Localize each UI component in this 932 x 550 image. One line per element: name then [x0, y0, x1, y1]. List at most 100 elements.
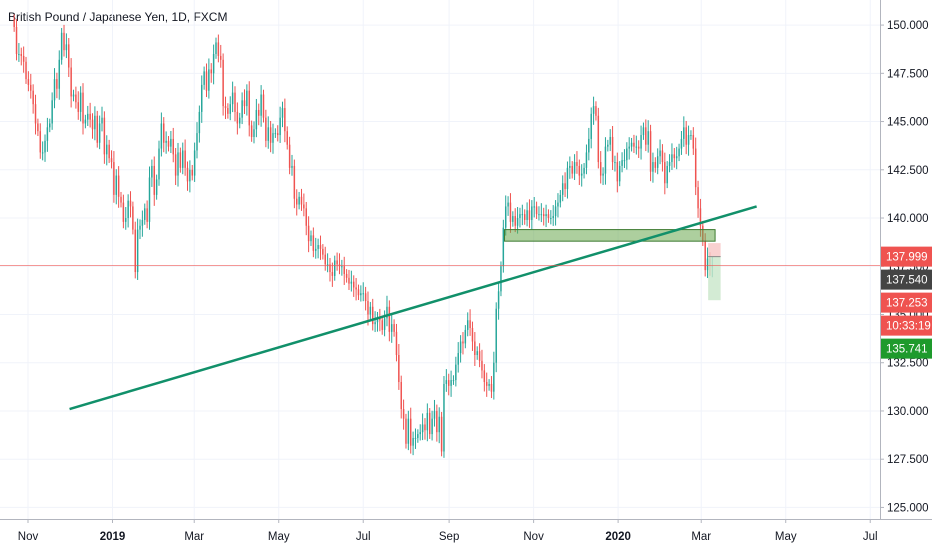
candle-body: [509, 202, 512, 222]
candle-body: [212, 54, 215, 74]
candle: [32, 84, 34, 114]
candle-body: [469, 320, 471, 328]
candle: [44, 134, 46, 162]
candle: [243, 89, 246, 115]
candle-body: [635, 146, 638, 148]
candle: [595, 101, 597, 121]
candle-body: [260, 94, 262, 116]
candle: [573, 154, 576, 181]
candle-body: [483, 370, 486, 383]
candle: [258, 103, 260, 126]
candle-body: [215, 42, 217, 55]
candle-body: [540, 214, 543, 216]
support-zone[interactable]: [504, 229, 716, 242]
candle: [87, 105, 89, 126]
candle: [450, 370, 452, 397]
candle: [108, 139, 110, 164]
candle: [265, 109, 267, 148]
price-tag-label: 137.540: [886, 275, 928, 287]
candle-body: [272, 133, 274, 143]
candle: [101, 106, 103, 132]
candle-body: [580, 173, 583, 176]
candle: [253, 121, 255, 144]
candle-body: [333, 260, 336, 276]
candle: [485, 372, 488, 397]
x-tick-label: May: [775, 531, 797, 543]
candle: [186, 161, 189, 191]
candle-body: [37, 123, 39, 132]
candle: [649, 124, 652, 182]
candle: [635, 135, 638, 155]
candle-body: [395, 331, 398, 356]
candle-body: [664, 162, 666, 184]
candle: [402, 399, 405, 430]
candle: [331, 262, 334, 287]
candle: [580, 164, 583, 187]
candle: [443, 376, 445, 458]
grid-lines: [0, 0, 880, 519]
candle: [236, 102, 239, 135]
candle-body: [642, 127, 645, 136]
candle-body: [464, 329, 467, 344]
candle: [476, 346, 478, 360]
x-tick-label: May: [268, 531, 290, 543]
candle: [113, 151, 115, 203]
candle-body: [32, 90, 34, 105]
candle: [151, 159, 153, 187]
candle: [125, 207, 127, 230]
candle: [13, 14, 15, 32]
candles: [13, 14, 714, 458]
candle: [212, 44, 215, 85]
candle: [179, 147, 182, 173]
candle: [136, 218, 139, 280]
candle-body: [376, 318, 379, 323]
candle-body: [466, 320, 469, 330]
candle-body: [443, 383, 445, 452]
candle: [217, 34, 220, 63]
candle-body: [364, 293, 367, 301]
candle-body: [386, 306, 388, 319]
trendline[interactable]: [69, 205, 757, 411]
candle: [272, 123, 274, 154]
candle: [474, 332, 476, 367]
candle-body: [274, 133, 277, 135]
candle-body: [160, 123, 163, 149]
candle-body: [258, 109, 260, 116]
candle-body: [331, 272, 334, 276]
candle-body: [27, 79, 30, 85]
candle-body: [398, 355, 400, 383]
candle-body: [125, 218, 127, 222]
candle-body: [179, 152, 182, 168]
candle: [452, 375, 455, 385]
candle: [139, 219, 141, 240]
candle-body: [564, 183, 566, 190]
candle-body: [557, 202, 559, 207]
candle-body: [694, 148, 697, 188]
candle: [405, 413, 407, 449]
candle-body: [163, 123, 165, 143]
candle-body: [583, 167, 585, 174]
candle-body: [440, 416, 443, 452]
candle-body: [474, 341, 476, 356]
candle-body: [324, 254, 326, 265]
x-tick-label: 2020: [605, 531, 631, 543]
candle: [675, 146, 678, 170]
candle: [590, 107, 592, 149]
candle-body: [326, 264, 329, 266]
candle: [571, 161, 573, 179]
candle: [338, 253, 341, 275]
candle: [618, 161, 621, 187]
candle-body: [547, 214, 550, 219]
candle: [222, 53, 224, 116]
candle-body: [158, 148, 160, 180]
position-target-zone[interactable]: [708, 256, 721, 301]
candle: [664, 152, 666, 195]
candle: [488, 379, 490, 391]
position-stop-zone[interactable]: [708, 243, 721, 257]
x-tick-label: Sep: [439, 531, 459, 543]
candle: [512, 211, 514, 227]
candle-body: [231, 92, 234, 105]
candle-body: [462, 341, 464, 344]
candle-body: [405, 418, 407, 444]
